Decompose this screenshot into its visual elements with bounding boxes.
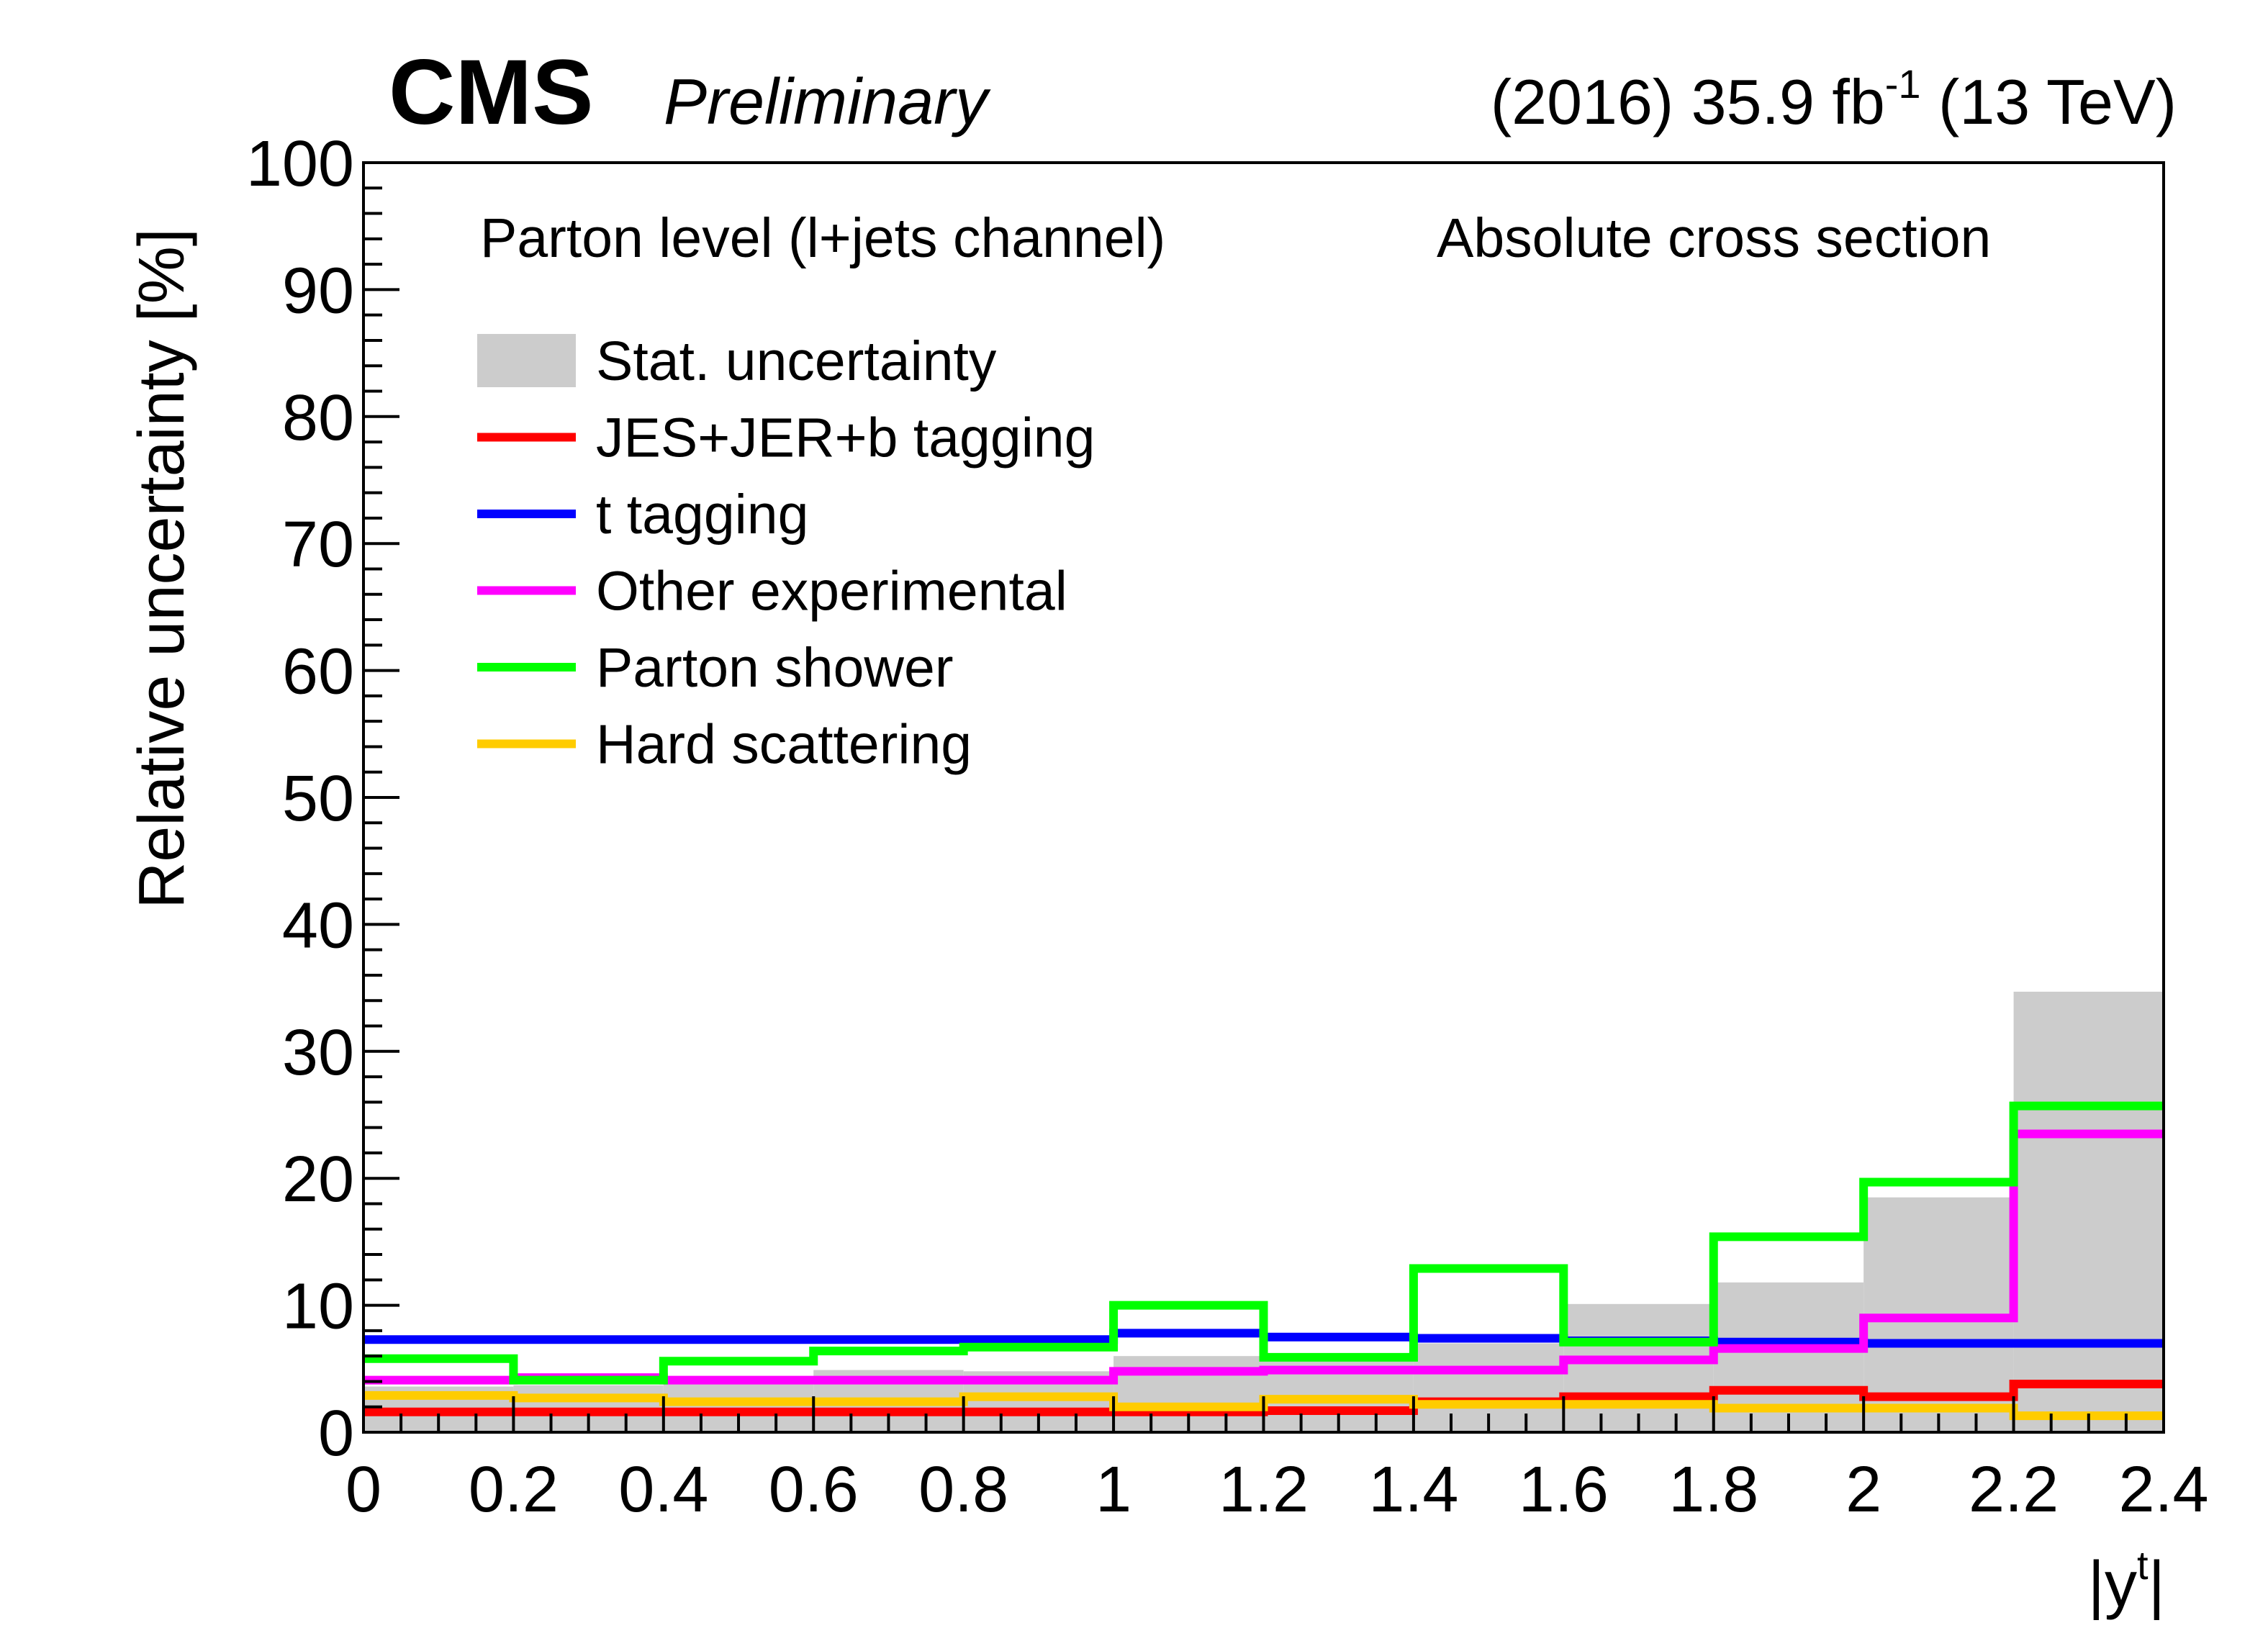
x-axis-label: |yt| <box>2088 1542 2165 1621</box>
x-tick-label: 1.4 <box>1368 1454 1458 1526</box>
x-tick-label: 1 <box>1095 1454 1131 1526</box>
lumi-exponent: -1 <box>1885 61 1921 107</box>
legend-label: Hard scattering <box>596 714 972 776</box>
annotation-xsec: Absolute cross section <box>1437 207 1991 269</box>
legend-label: Other experimental <box>596 561 1067 623</box>
y-tick-label: 60 <box>282 636 354 708</box>
y-tick-label: 50 <box>282 763 354 835</box>
x-tick-label: 1.6 <box>1519 1454 1609 1526</box>
x-label-sup: t <box>2137 1542 2149 1588</box>
y-tick-label: 80 <box>282 382 354 454</box>
y-tick-label: 100 <box>246 128 354 200</box>
y-tick-label: 0 <box>318 1398 354 1470</box>
x-tick-label: 2 <box>1845 1454 1881 1526</box>
legend-label: JES+JER+b tagging <box>596 407 1095 469</box>
x-tick-label: 2.4 <box>2118 1454 2208 1526</box>
legend: Stat. uncertainty JES+JER+b tagging t tagg… <box>477 330 1095 776</box>
lumi-suffix: (13 TeV) <box>1921 66 2177 137</box>
stat-bar <box>2013 991 2164 1432</box>
y-axis-label: Relative uncertainty [%] <box>126 228 198 908</box>
y-tick-label: 90 <box>282 255 354 327</box>
x-tick-label: 1.8 <box>1668 1454 1758 1526</box>
x-tick-label: 0.8 <box>918 1454 1008 1526</box>
y-tick-label: 10 <box>282 1271 354 1343</box>
annotation-level: Parton level (l+jets channel) <box>480 207 1165 269</box>
y-tick-label: 20 <box>282 1144 354 1216</box>
y-tick-label: 70 <box>282 509 354 581</box>
x-tick-label: 2.2 <box>1969 1454 2059 1526</box>
lumi-prefix: (2016) 35.9 fb <box>1491 66 1885 137</box>
x-tick-label: 0.6 <box>769 1454 859 1526</box>
x-tick-label: 0.2 <box>469 1454 559 1526</box>
x-label-end: | <box>2149 1549 2165 1621</box>
stat-bar <box>1563 1303 1714 1432</box>
y-tick-label: 30 <box>282 1017 354 1089</box>
status-label: Preliminary <box>664 66 991 138</box>
legend-label: Stat. uncertainty <box>596 330 997 392</box>
experiment-label: CMS <box>389 41 593 144</box>
legend-label: t tagging <box>596 484 808 546</box>
series-line-parton-shower <box>363 1101 2164 1385</box>
x-tick-label: 0 <box>345 1454 381 1526</box>
x-tick-label: 1.2 <box>1219 1454 1309 1526</box>
x-label-main: |y <box>2088 1549 2137 1621</box>
y-tick-label: 40 <box>282 890 354 962</box>
legend-swatch-fill <box>477 334 576 387</box>
legend-label: Parton shower <box>596 637 953 699</box>
axes-layer: 0 10 20 30 40 50 60 70 80 90 100 0 0.2 0.4 0.6 0.8 1 1.2 1… <box>246 128 2209 1526</box>
lumi-label: (2016) 35.9 fb-1 (13 TeV) <box>1491 61 2177 137</box>
x-tick-label: 0.4 <box>618 1454 708 1526</box>
